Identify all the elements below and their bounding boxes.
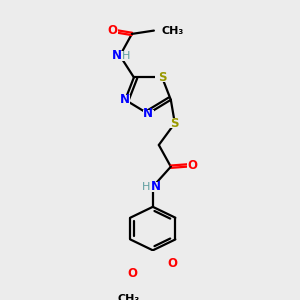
Text: O: O (128, 267, 138, 280)
Text: H: H (142, 182, 150, 192)
FancyBboxPatch shape (109, 51, 131, 61)
Text: N: N (112, 49, 122, 62)
Text: O: O (168, 257, 178, 270)
Text: CH₃: CH₃ (118, 294, 140, 300)
FancyBboxPatch shape (155, 72, 169, 82)
Text: N: N (143, 107, 153, 120)
FancyBboxPatch shape (142, 110, 154, 119)
FancyBboxPatch shape (106, 26, 118, 36)
Text: N: N (120, 93, 130, 106)
Text: H: H (122, 51, 130, 61)
FancyBboxPatch shape (187, 160, 199, 170)
FancyBboxPatch shape (167, 259, 179, 269)
Text: N: N (151, 180, 161, 193)
FancyBboxPatch shape (119, 95, 130, 104)
Text: O: O (107, 24, 117, 37)
FancyBboxPatch shape (168, 118, 182, 128)
FancyBboxPatch shape (127, 269, 139, 279)
Text: S: S (158, 71, 167, 84)
FancyBboxPatch shape (140, 182, 166, 192)
Text: S: S (171, 117, 179, 130)
Text: CH₃: CH₃ (162, 26, 184, 36)
Text: O: O (188, 158, 198, 172)
